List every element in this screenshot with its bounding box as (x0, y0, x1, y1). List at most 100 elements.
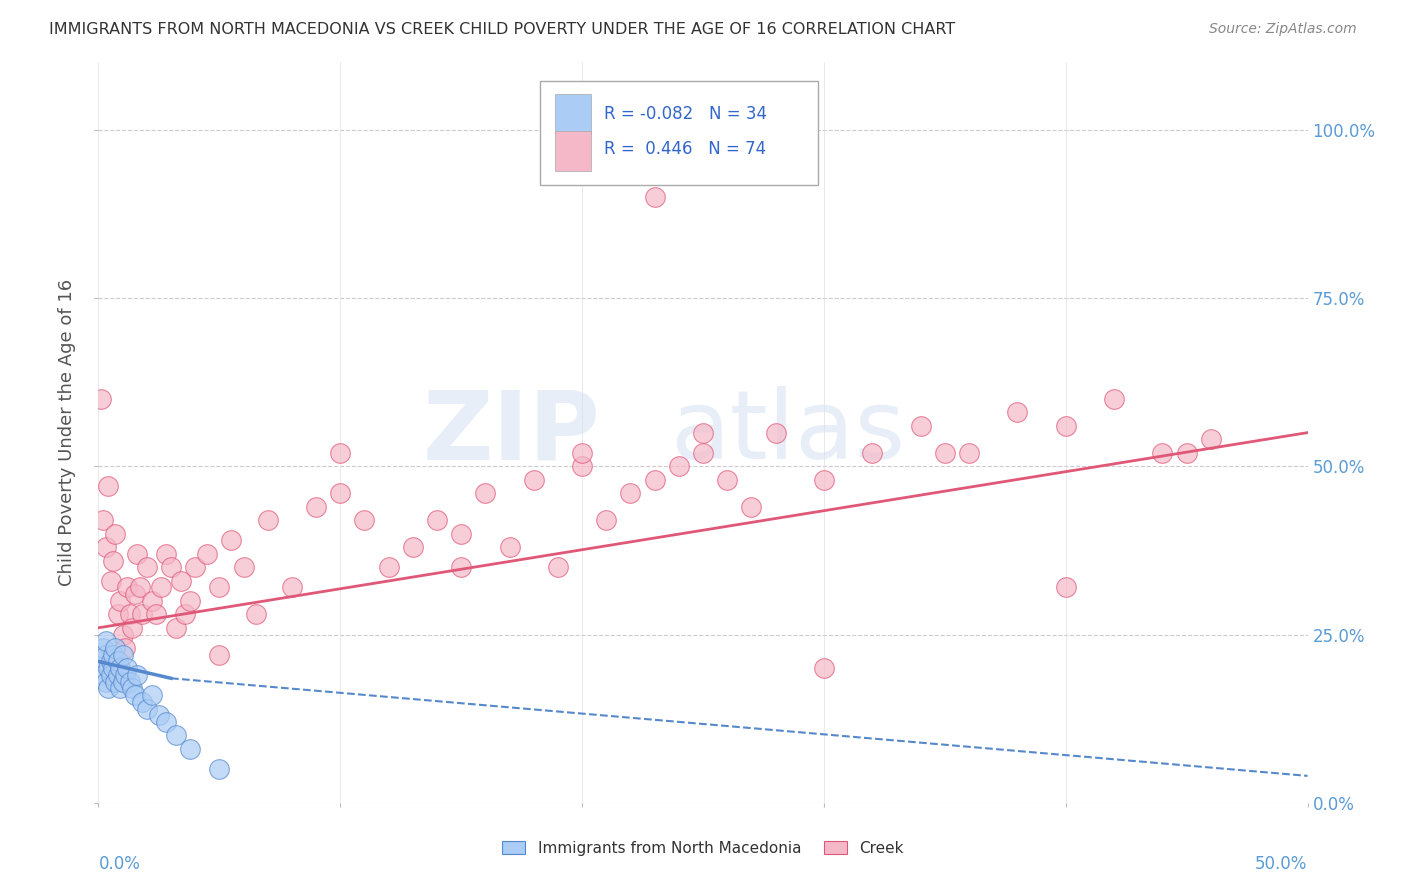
Point (97, 479, 120, 493)
Point (450, 526, 472, 541)
Text: Source: ZipAtlas.com: Source: ZipAtlas.com (1209, 22, 1357, 37)
Point (108, 661, 131, 675)
Point (117, 581, 139, 595)
Point (813, 473, 835, 487)
Point (121, 681, 143, 696)
Point (184, 560, 207, 574)
Point (644, 473, 666, 487)
Point (117, 661, 139, 675)
Text: 0.0%: 0.0% (98, 855, 141, 872)
Point (692, 446, 714, 460)
Point (668, 459, 690, 474)
Point (104, 526, 127, 541)
Point (94, 540, 117, 554)
Point (716, 473, 738, 487)
Point (97, 681, 120, 696)
Point (1152, 446, 1174, 460)
Point (141, 688, 163, 702)
Point (450, 560, 472, 574)
Text: IMMIGRANTS FROM NORTH MACEDONIA VS CREEK CHILD POVERTY UNDER THE AGE OF 16 CORRE: IMMIGRANTS FROM NORTH MACEDONIA VS CREEK… (49, 22, 956, 37)
Point (90, 655, 112, 669)
Point (1007, 405, 1029, 419)
Point (165, 621, 187, 635)
Point (1054, 418, 1077, 433)
Point (108, 681, 131, 696)
Point (100, 574, 122, 588)
Point (104, 640, 127, 655)
Point (1054, 581, 1077, 595)
Point (108, 594, 131, 608)
Point (127, 668, 149, 682)
Point (114, 668, 136, 682)
Point (402, 540, 425, 554)
Point (111, 627, 134, 641)
Point (498, 540, 520, 554)
Point (107, 655, 129, 669)
Point (141, 594, 163, 608)
Point (135, 701, 157, 715)
Point (1175, 446, 1198, 460)
Point (91, 513, 114, 527)
Point (148, 708, 170, 723)
Point (94, 674, 117, 689)
FancyBboxPatch shape (555, 95, 591, 135)
Point (118, 674, 141, 689)
Point (221, 533, 243, 548)
Point (114, 640, 136, 655)
Point (305, 500, 328, 514)
Text: ZIP: ZIP (422, 386, 600, 479)
Point (131, 607, 153, 622)
Point (644, 190, 666, 204)
Point (245, 607, 267, 622)
Point (124, 587, 146, 601)
Point (91, 640, 114, 655)
Point (124, 688, 146, 702)
Point (208, 581, 231, 595)
Point (329, 446, 352, 460)
Point (118, 607, 141, 622)
Point (523, 473, 546, 487)
Point (208, 762, 231, 776)
Point (179, 594, 201, 608)
Point (100, 668, 122, 682)
Point (101, 661, 124, 675)
Point (101, 553, 124, 567)
FancyBboxPatch shape (555, 131, 591, 171)
Point (910, 418, 932, 433)
Point (208, 648, 231, 662)
Point (174, 607, 197, 622)
Point (107, 607, 129, 622)
Point (150, 581, 173, 595)
Point (97, 661, 120, 675)
Point (547, 560, 569, 574)
Point (256, 513, 278, 527)
Point (94, 634, 117, 648)
Point (131, 695, 153, 709)
Point (121, 621, 143, 635)
Point (571, 459, 593, 474)
Point (155, 714, 177, 729)
Point (860, 446, 883, 460)
Point (107, 668, 129, 682)
Point (692, 425, 714, 440)
Point (104, 674, 127, 689)
FancyBboxPatch shape (540, 81, 818, 185)
Point (135, 560, 157, 574)
Point (595, 513, 617, 527)
Point (169, 574, 191, 588)
Point (90, 392, 112, 406)
Point (128, 581, 150, 595)
Text: R =  0.446   N = 74: R = 0.446 N = 74 (603, 140, 766, 158)
Legend: Immigrants from North Macedonia, Creek: Immigrants from North Macedonia, Creek (496, 835, 910, 862)
Point (232, 560, 254, 574)
Text: R = -0.082   N = 34: R = -0.082 N = 34 (603, 105, 766, 123)
Point (377, 560, 399, 574)
Point (571, 446, 593, 460)
Point (101, 648, 124, 662)
Point (1102, 392, 1125, 406)
Point (813, 661, 835, 675)
Point (934, 446, 956, 460)
Point (329, 486, 352, 500)
Point (740, 500, 762, 514)
Point (1199, 433, 1222, 447)
